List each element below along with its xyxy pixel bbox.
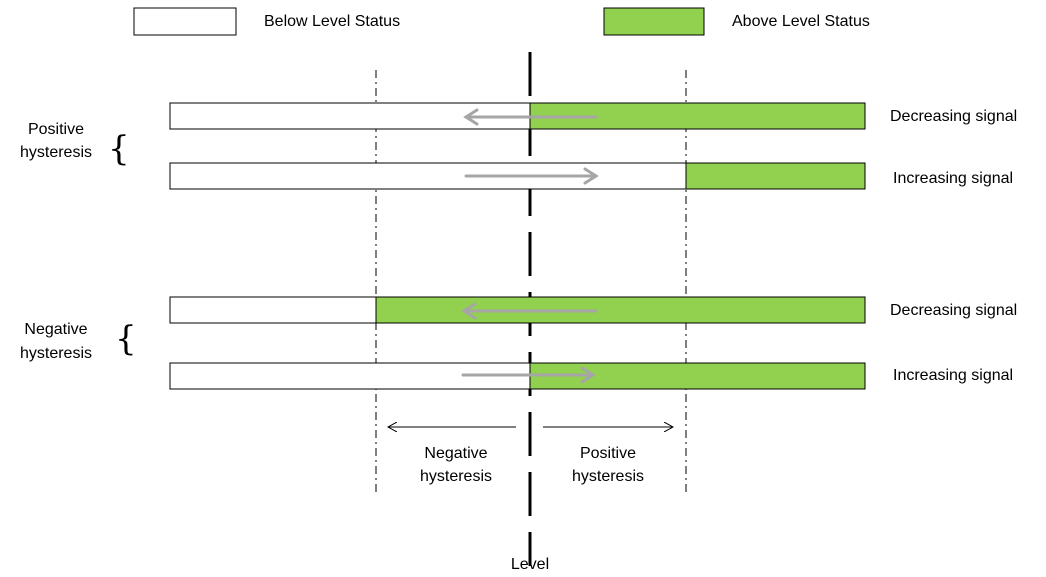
level-label: Level xyxy=(510,556,550,573)
negative-group-label-line1: Negative xyxy=(24,321,88,338)
arrow-right-row4 xyxy=(461,366,596,384)
legend-below-label: Below Level Status xyxy=(264,13,401,30)
negative-group-brace: { xyxy=(115,319,137,359)
positive-group-label-line1: Positive xyxy=(27,121,85,138)
bar-pos-increasing-above xyxy=(685,162,866,190)
positive-group-label-line2: hysteresis xyxy=(19,144,93,161)
bottom-positive-label-line1: Positive xyxy=(579,445,637,462)
positive-group-brace: { xyxy=(108,129,130,169)
bar-neg-decreasing-above xyxy=(375,296,866,324)
bottom-negative-label-line2: hysteresis xyxy=(419,468,493,485)
bottom-negative-label-line1: Negative xyxy=(424,445,488,462)
legend-above-swatch xyxy=(603,7,705,36)
arrow-left-row3 xyxy=(461,302,598,320)
row-label-neg-decreasing: Decreasing signal xyxy=(890,302,1018,319)
row-label-neg-increasing: Increasing signal xyxy=(893,367,1014,384)
negative-group-label-line2: hysteresis xyxy=(19,345,93,362)
legend-above-label: Above Level Status xyxy=(732,13,870,30)
row-label-pos-decreasing: Decreasing signal xyxy=(890,108,1018,125)
row-label-pos-increasing: Increasing signal xyxy=(893,170,1014,187)
arrow-right-row2 xyxy=(464,167,599,185)
bottom-positive-label-line2: hysteresis xyxy=(571,468,645,485)
bar-neg-decreasing-below xyxy=(169,296,377,324)
legend-below-swatch xyxy=(133,7,237,36)
bar-pos-increasing-below xyxy=(169,162,687,190)
arrow-left-row1 xyxy=(463,108,598,126)
